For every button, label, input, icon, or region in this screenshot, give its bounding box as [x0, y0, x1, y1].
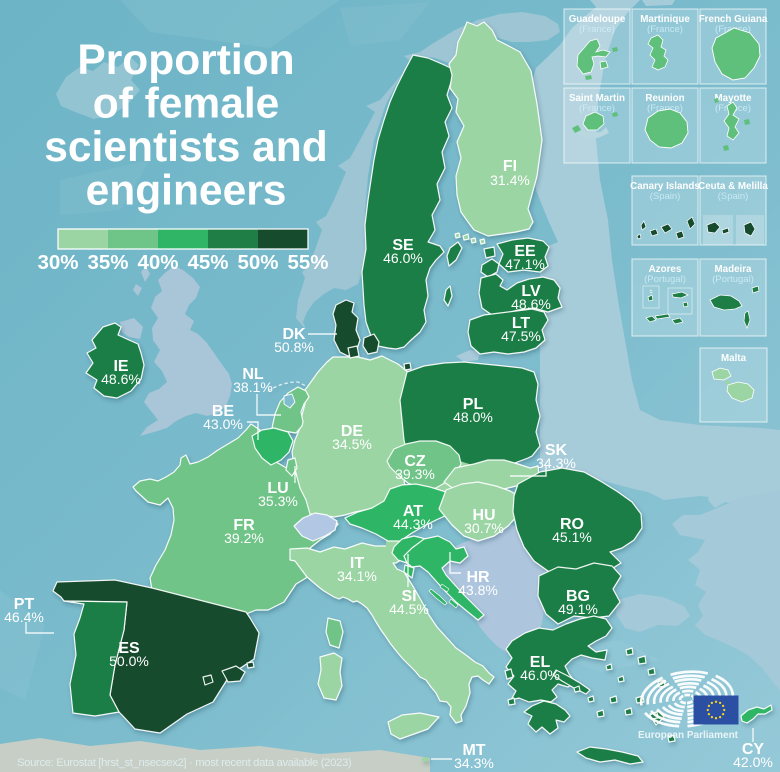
svg-text:(Spain): (Spain) — [650, 191, 681, 202]
svg-text:30%: 30% — [37, 251, 78, 274]
svg-text:Madeira: Madeira — [714, 264, 752, 275]
svg-text:39.3%: 39.3% — [395, 466, 435, 482]
svg-text:EL: EL — [530, 654, 551, 671]
svg-text:38.1%: 38.1% — [233, 379, 273, 395]
svg-text:(Portugal): (Portugal) — [644, 274, 686, 285]
svg-text:French Guiana: French Guiana — [699, 14, 768, 25]
svg-text:44.5%: 44.5% — [389, 601, 429, 617]
svg-text:49.1%: 49.1% — [558, 601, 598, 617]
svg-text:Mayotte: Mayotte — [714, 93, 752, 104]
svg-text:EE: EE — [514, 243, 536, 260]
svg-text:(France): (France) — [647, 24, 683, 35]
svg-text:50%: 50% — [237, 251, 278, 274]
svg-text:46.0%: 46.0% — [383, 250, 423, 266]
svg-text:PL: PL — [463, 396, 484, 413]
svg-text:SI: SI — [401, 588, 416, 605]
svg-text:46.0%: 46.0% — [520, 667, 560, 683]
svg-text:35.3%: 35.3% — [258, 493, 298, 509]
svg-text:43.0%: 43.0% — [203, 416, 243, 432]
svg-text:46.4%: 46.4% — [4, 609, 44, 625]
svg-text:Canary Islands: Canary Islands — [630, 181, 700, 192]
svg-text:LV: LV — [521, 283, 541, 300]
svg-text:AT: AT — [403, 503, 423, 520]
svg-text:MT: MT — [462, 742, 485, 759]
svg-text:scientists and: scientists and — [44, 124, 327, 171]
svg-text:BE: BE — [212, 403, 235, 420]
svg-text:SE: SE — [392, 237, 414, 254]
svg-text:(Spain): (Spain) — [718, 191, 749, 202]
svg-text:LT: LT — [512, 315, 531, 332]
svg-text:Guadeloupe: Guadeloupe — [569, 14, 626, 25]
svg-text:HU: HU — [472, 507, 495, 524]
svg-text:44.3%: 44.3% — [393, 516, 433, 532]
svg-text:34.3%: 34.3% — [536, 455, 576, 471]
svg-text:39.2%: 39.2% — [224, 530, 264, 546]
svg-text:(France): (France) — [579, 24, 615, 35]
svg-text:(Portugal): (Portugal) — [712, 274, 754, 285]
svg-text:PT: PT — [14, 596, 35, 613]
svg-text:40%: 40% — [137, 251, 178, 274]
svg-text:50.0%: 50.0% — [109, 653, 149, 669]
svg-text:Martinique: Martinique — [640, 14, 690, 25]
svg-text:(France): (France) — [579, 103, 615, 114]
svg-text:50.8%: 50.8% — [274, 339, 314, 355]
svg-text:55%: 55% — [287, 251, 328, 274]
svg-text:DE: DE — [341, 423, 364, 440]
svg-text:47.5%: 47.5% — [501, 328, 541, 344]
svg-text:31.4%: 31.4% — [490, 172, 530, 188]
svg-text:FR: FR — [233, 517, 255, 534]
svg-text:34.5%: 34.5% — [332, 436, 372, 452]
svg-text:RO: RO — [560, 516, 584, 533]
svg-text:engineers: engineers — [86, 168, 287, 215]
svg-text:European Parliament: European Parliament — [638, 730, 739, 741]
svg-text:DK: DK — [282, 326, 306, 343]
svg-text:FI: FI — [503, 158, 517, 175]
svg-text:IT: IT — [350, 555, 364, 572]
svg-text:Saint Martin: Saint Martin — [569, 93, 625, 104]
svg-text:BG: BG — [566, 588, 590, 605]
svg-text:LU: LU — [267, 480, 288, 497]
svg-text:48.6%: 48.6% — [101, 371, 141, 387]
svg-text:43.8%: 43.8% — [458, 582, 498, 598]
svg-text:Ceuta & Melilla: Ceuta & Melilla — [698, 181, 768, 192]
svg-text:CY: CY — [742, 741, 765, 758]
svg-text:48.6%: 48.6% — [511, 296, 551, 312]
svg-text:34.3%: 34.3% — [454, 755, 494, 771]
svg-text:CZ: CZ — [404, 453, 426, 470]
svg-text:NL: NL — [242, 366, 264, 383]
svg-text:IE: IE — [113, 358, 128, 375]
svg-text:35%: 35% — [87, 251, 128, 274]
svg-text:Azores: Azores — [649, 264, 682, 275]
svg-text:45.1%: 45.1% — [552, 529, 592, 545]
svg-text:ES: ES — [118, 640, 140, 657]
svg-text:48.0%: 48.0% — [453, 409, 493, 425]
svg-text:HR: HR — [466, 569, 490, 586]
svg-text:of female: of female — [93, 81, 280, 128]
svg-text:(France): (France) — [647, 103, 683, 114]
svg-text:47.1%: 47.1% — [505, 256, 545, 272]
svg-text:Source: Eurostat [hrst_st_nsec: Source: Eurostat [hrst_st_nsecsex2] · mo… — [17, 757, 352, 769]
svg-text:Proportion: Proportion — [77, 37, 294, 84]
svg-text:SK: SK — [545, 442, 568, 459]
svg-text:34.1%: 34.1% — [337, 568, 377, 584]
svg-text:45%: 45% — [187, 251, 228, 274]
svg-text:Malta: Malta — [721, 353, 747, 364]
svg-text:42.0%: 42.0% — [733, 754, 773, 770]
svg-text:30.7%: 30.7% — [464, 520, 504, 536]
svg-text:Reunion: Reunion — [645, 93, 684, 104]
